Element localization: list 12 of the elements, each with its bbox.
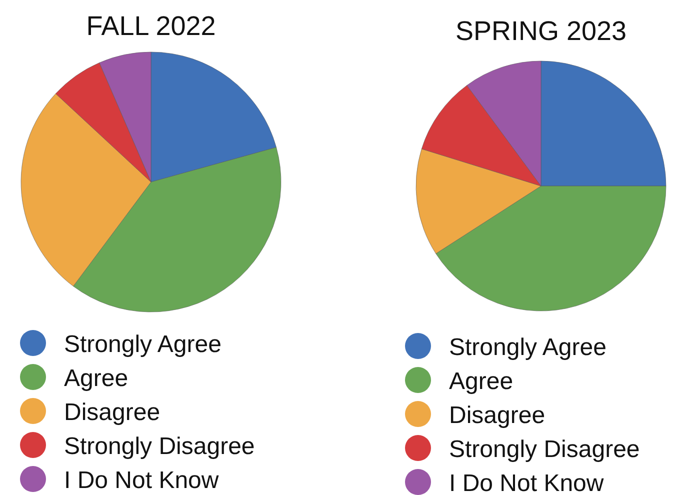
- legend-label: Agree: [64, 365, 128, 392]
- legend-label: I Do Not Know: [449, 470, 604, 495]
- legend-label: Strongly Disagree: [64, 433, 255, 460]
- legend-label: Disagree: [64, 399, 160, 426]
- legend-label: Agree: [449, 368, 514, 395]
- chart-title: FALL 2022: [86, 11, 216, 41]
- legend-label: Strongly Agree: [64, 331, 222, 358]
- legend-label: I Do Not Know: [64, 467, 220, 494]
- legend-label: Strongly Disagree: [449, 436, 640, 463]
- legend-label: Strongly Agree: [449, 334, 606, 361]
- legend-label: Disagree: [449, 402, 546, 429]
- chart-title: SPRING 2023: [455, 16, 627, 46]
